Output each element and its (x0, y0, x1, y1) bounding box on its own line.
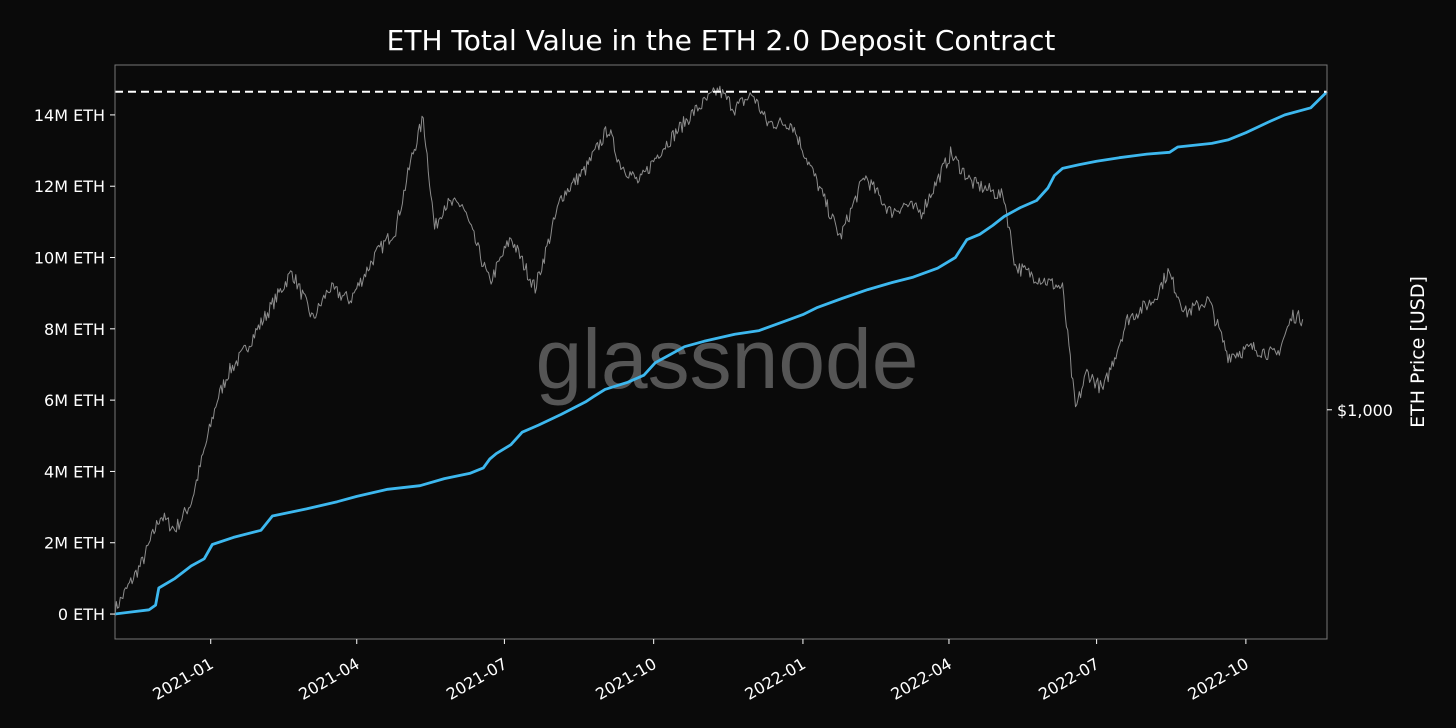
price-line (114, 85, 1304, 618)
y-tick-label: 14M ETH (34, 106, 105, 125)
y-tick-label: 2M ETH (44, 534, 105, 553)
y-tick-label: 8M ETH (44, 320, 105, 339)
y-axis-right-label: ETH Price [USD] (1407, 276, 1429, 428)
y-tick-label: 10M ETH (34, 249, 105, 268)
price-series-layer (114, 85, 1304, 618)
y-axis-left: 0 ETH 2M ETH 4M ETH 6M ETH 8M ETH 10M ETH 12M … (34, 106, 115, 624)
plot-frame (114, 64, 1328, 640)
x-tick-label: 2021-01 (149, 654, 216, 704)
x-tick-label: 2022-01 (742, 654, 809, 704)
y-tick-label: 4M ETH (44, 462, 105, 481)
x-tick-label: 2021-07 (443, 654, 510, 704)
watermark: glassnode (536, 312, 919, 406)
deposit-series-layer (114, 90, 1328, 616)
x-axis: 2021-01 2021-04 2021-07 2021-10 2022-01 2022-… (149, 639, 1252, 704)
y-tick-label: 12M ETH (34, 177, 105, 196)
chart-title: ETH Total Value in the ETH 2.0 Deposit C… (387, 24, 1056, 57)
x-tick-label: 2021-04 (295, 654, 362, 704)
y-tick-label: 6M ETH (44, 391, 105, 410)
watermark-text: glassnode (536, 312, 919, 406)
y-tick-label: 0 ETH (58, 605, 105, 624)
y-axis-right: $1,000 (1327, 401, 1393, 420)
deposit-line (114, 90, 1328, 616)
x-tick-label: 2022-10 (1184, 654, 1251, 704)
y-right-tick-label: $1,000 (1337, 401, 1393, 420)
x-tick-label: 2022-07 (1035, 654, 1102, 704)
x-tick-label: 2021-10 (592, 654, 659, 704)
x-tick-label: 2022-04 (888, 654, 955, 704)
